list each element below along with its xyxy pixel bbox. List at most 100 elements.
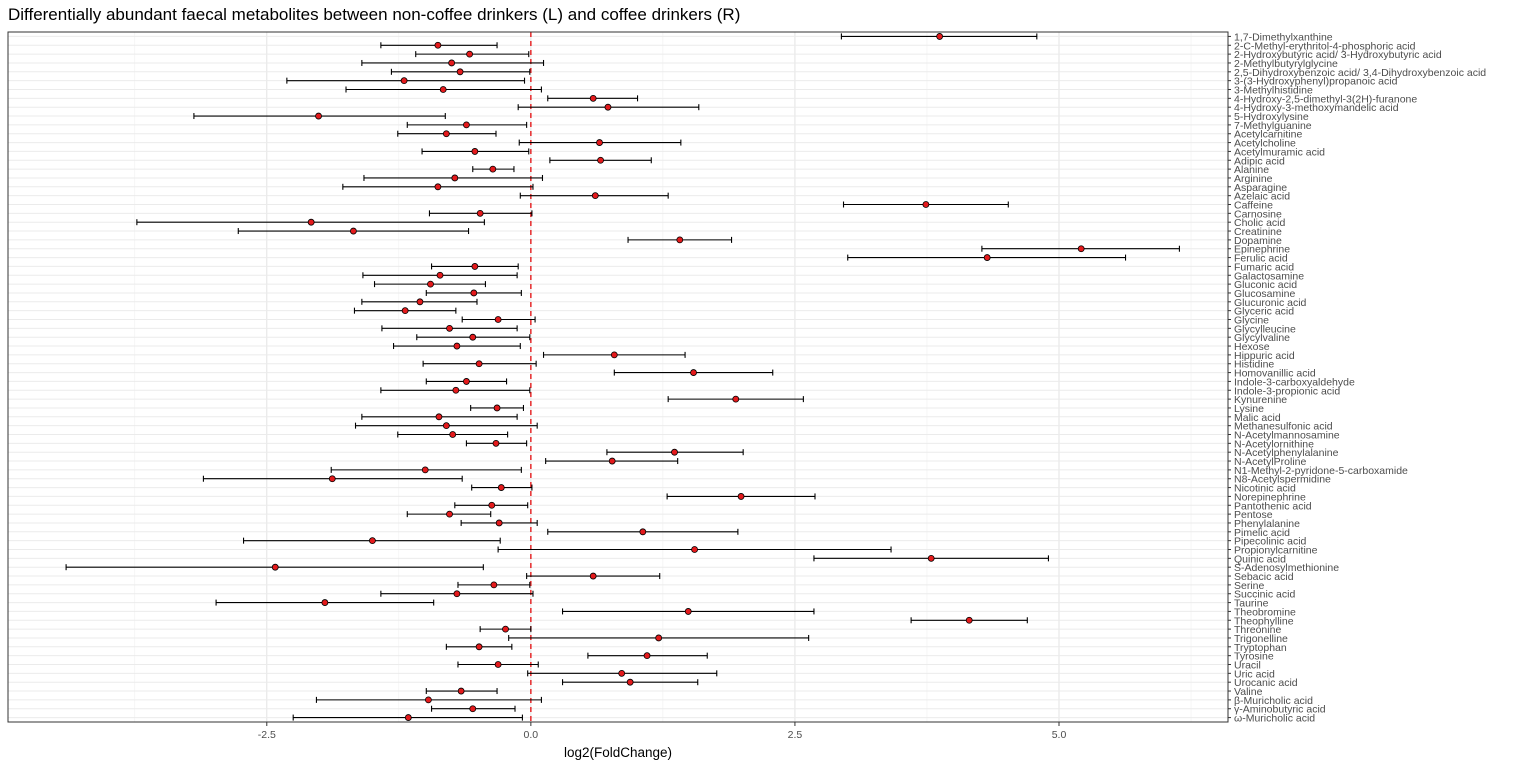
data-point <box>453 590 461 598</box>
data-point <box>610 351 618 359</box>
y-tick-label: Carnosine <box>1234 208 1282 220</box>
y-tick-label: Hexose <box>1234 341 1270 353</box>
data-point <box>604 103 612 111</box>
data-point <box>452 386 460 394</box>
data-point <box>936 33 944 40</box>
x-axis-title: log2(FoldChange) <box>564 745 672 760</box>
data-point <box>493 404 501 412</box>
y-tick-label: 4-Hydroxy-3-methoxymandelic acid <box>1234 102 1399 114</box>
y-tick-label: Ferulic acid <box>1234 253 1288 265</box>
y-tick-label: N8-Acetylspermidine <box>1234 474 1331 486</box>
y-tick-label: Succinic acid <box>1234 589 1295 601</box>
data-point <box>457 687 465 695</box>
y-tick-label: Creatinine <box>1234 226 1282 238</box>
data-point <box>490 581 498 589</box>
y-tick-label: N-AcetylProline <box>1234 456 1307 468</box>
y-tick-label: Theophylline <box>1234 615 1294 627</box>
y-tick-label: Trigonelline <box>1234 633 1288 645</box>
y-tick-label: Propionylcarnitine <box>1234 545 1318 557</box>
x-axis-ticks: -2.5 0.0 2.5 5.0 <box>258 722 1066 741</box>
data-point <box>463 121 470 129</box>
y-tick-label: Histidine <box>1234 359 1274 371</box>
y-tick-label: Uric acid <box>1234 668 1275 680</box>
data-point <box>591 192 599 200</box>
y-tick-label: Pipecolinic acid <box>1234 536 1307 548</box>
data-point <box>453 342 461 350</box>
reference-line-group <box>7 31 1229 723</box>
data-point <box>369 537 376 545</box>
y-tick-label: N-Acetylphenylalanine <box>1234 447 1339 459</box>
data-point <box>488 501 496 509</box>
data-point <box>655 634 663 642</box>
y-tick-label: Glucuronic acid <box>1234 297 1307 309</box>
data-point <box>307 218 315 226</box>
y-tick-label: Glucosamine <box>1234 288 1295 300</box>
data-point <box>1077 245 1085 253</box>
y-tick-label: Glyceric acid <box>1234 306 1294 318</box>
data-point <box>497 484 505 491</box>
data-point <box>732 395 740 403</box>
data-point <box>435 413 443 421</box>
data-point <box>466 50 473 58</box>
y-tick-label: 2-C-Methyl-erythritol-4-phosphoric acid <box>1234 40 1416 52</box>
y-tick-label: 2-Methylbutyrylglycine <box>1234 58 1338 70</box>
y-tick-label: Glycylleucine <box>1234 323 1296 335</box>
y-tick-label: Nicotinic acid <box>1234 483 1296 495</box>
y-tick-label: Acetylcarnitine <box>1234 129 1302 141</box>
y-tick-label: Cholic acid <box>1234 217 1286 229</box>
y-tick-label: Lysine <box>1234 403 1264 415</box>
data-point <box>737 493 745 500</box>
y-tick-label: Galactosamine <box>1234 270 1304 282</box>
data-point <box>449 431 457 438</box>
data-point <box>442 422 450 430</box>
data-point <box>463 378 470 385</box>
chart-title: Differentially abundant faecal metabolit… <box>8 5 740 24</box>
x-tick-label: -2.5 <box>258 729 276 741</box>
data-point <box>321 599 329 606</box>
y-axis-labels: 1,7-Dimethylxanthine2-C-Methyl-erythrito… <box>1228 31 1486 725</box>
data-point <box>494 316 502 323</box>
y-tick-label: Azelaic acid <box>1234 191 1290 203</box>
data-point <box>404 714 412 721</box>
data-point <box>626 678 634 686</box>
y-tick-label: Pentose <box>1234 509 1273 521</box>
data-point <box>442 130 450 138</box>
y-tick-label: Theobromine <box>1234 606 1296 618</box>
y-tick-label: ω-Muricholic acid <box>1234 713 1315 725</box>
y-tick-label: 3-(3-Hydroxyphenyl)propanoic acid <box>1234 76 1398 88</box>
y-tick-label: Taurine <box>1234 598 1269 610</box>
data-point <box>469 333 477 341</box>
data-point <box>469 705 477 713</box>
data-point <box>421 466 429 474</box>
data-point <box>401 307 409 315</box>
x-tick-label: 2.5 <box>788 729 803 741</box>
data-point <box>676 236 684 244</box>
y-tick-label: Asparagine <box>1234 182 1287 194</box>
y-tick-label: Pantothenic acid <box>1234 500 1312 512</box>
data-point <box>597 156 604 164</box>
y-tick-label: 3-Methylhistidine <box>1234 85 1313 97</box>
data-point <box>690 369 697 376</box>
y-tick-label: Indole-3-carboxyaldehyde <box>1234 376 1355 388</box>
y-tick-label: Serine <box>1234 580 1265 592</box>
data-point <box>494 661 502 668</box>
data-point <box>489 165 497 173</box>
data-point <box>400 77 408 85</box>
y-tick-label: Gluconic acid <box>1234 279 1297 291</box>
data-point <box>922 201 930 208</box>
y-tick-label: Kynurenine <box>1234 394 1287 406</box>
data-point <box>643 652 651 660</box>
y-tick-label: Caffeine <box>1234 200 1273 212</box>
data-point <box>691 546 698 553</box>
plot-panel <box>8 32 1228 722</box>
y-tick-label: Arginine <box>1234 173 1273 185</box>
y-tick-label: Uracil <box>1234 660 1261 672</box>
y-tick-label: Norepinephrine <box>1234 491 1306 503</box>
data-point <box>495 519 503 527</box>
data-point <box>475 643 483 651</box>
y-tick-label: N-Acetylornithine <box>1234 438 1314 450</box>
y-tick-label: 4-Hydroxy-2,5-dimethyl-3(2H)-furanone <box>1234 93 1417 105</box>
data-point <box>608 457 616 465</box>
y-tick-label: Tryptophan <box>1234 642 1287 654</box>
data-point <box>965 616 973 624</box>
